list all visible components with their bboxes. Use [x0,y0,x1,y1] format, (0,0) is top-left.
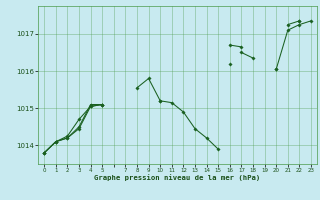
X-axis label: Graphe pression niveau de la mer (hPa): Graphe pression niveau de la mer (hPa) [94,175,261,181]
